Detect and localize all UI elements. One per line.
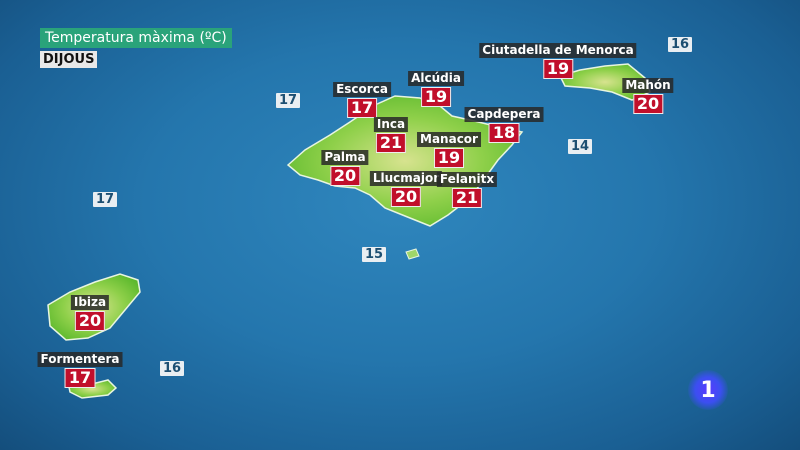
city-capdepera: Capdepera 18 — [464, 107, 544, 143]
city-alcudia: Alcúdia 19 — [408, 71, 464, 107]
sea-temp: 16 — [160, 361, 185, 376]
city-temp: 20 — [632, 94, 664, 114]
city-temp: 17 — [64, 368, 96, 388]
city-temp: 19 — [542, 59, 574, 79]
sea-temp: 17 — [276, 93, 301, 108]
city-name: Inca — [373, 117, 409, 132]
sea-temp: 16 — [668, 37, 693, 52]
city-escorca: Escorca 17 — [333, 82, 391, 118]
city-name: Mahón — [622, 78, 674, 93]
city-temp: 20 — [329, 166, 361, 186]
city-name: Formentera — [37, 352, 123, 367]
city-ibiza: Ibiza 20 — [70, 295, 110, 331]
city-temp: 19 — [420, 87, 452, 107]
city-name: Felanitx — [436, 172, 498, 187]
city-mahon: Mahón 20 — [622, 78, 674, 114]
cabrera-island — [405, 248, 420, 260]
city-ciutadella: Ciutadella de Menorca 19 — [479, 43, 637, 79]
city-name: Palma — [321, 150, 369, 165]
city-name: Capdepera — [464, 107, 544, 122]
city-name: Manacor — [417, 132, 481, 147]
sea-temp: 15 — [362, 247, 387, 262]
sea-temp: 14 — [568, 139, 593, 154]
city-temp: 20 — [390, 187, 422, 207]
city-felanitx: Felanitx 21 — [436, 172, 498, 208]
city-formentera: Formentera 17 — [37, 352, 123, 388]
map-title: Temperatura màxima (ºC) — [40, 28, 232, 48]
city-temp: 17 — [346, 98, 378, 118]
day-label: DIJOUS — [40, 51, 98, 68]
city-inca: Inca 21 — [373, 117, 409, 153]
city-name: Ciutadella de Menorca — [479, 43, 637, 58]
city-name: Escorca — [333, 82, 391, 97]
city-temp: 21 — [451, 188, 483, 208]
city-manacor: Manacor 19 — [417, 132, 481, 168]
city-temp: 20 — [74, 311, 106, 331]
city-temp: 21 — [375, 133, 407, 153]
city-llucmajor: Llucmajor 20 — [369, 171, 443, 207]
city-name: Llucmajor — [369, 171, 443, 186]
city-name: Alcúdia — [408, 71, 464, 86]
city-name: Ibiza — [70, 295, 110, 310]
city-temp: 18 — [488, 123, 520, 143]
sea-temp: 17 — [93, 192, 118, 207]
channel-logo: 1 — [688, 370, 728, 410]
city-temp: 19 — [433, 148, 465, 168]
city-palma: Palma 20 — [321, 150, 369, 186]
